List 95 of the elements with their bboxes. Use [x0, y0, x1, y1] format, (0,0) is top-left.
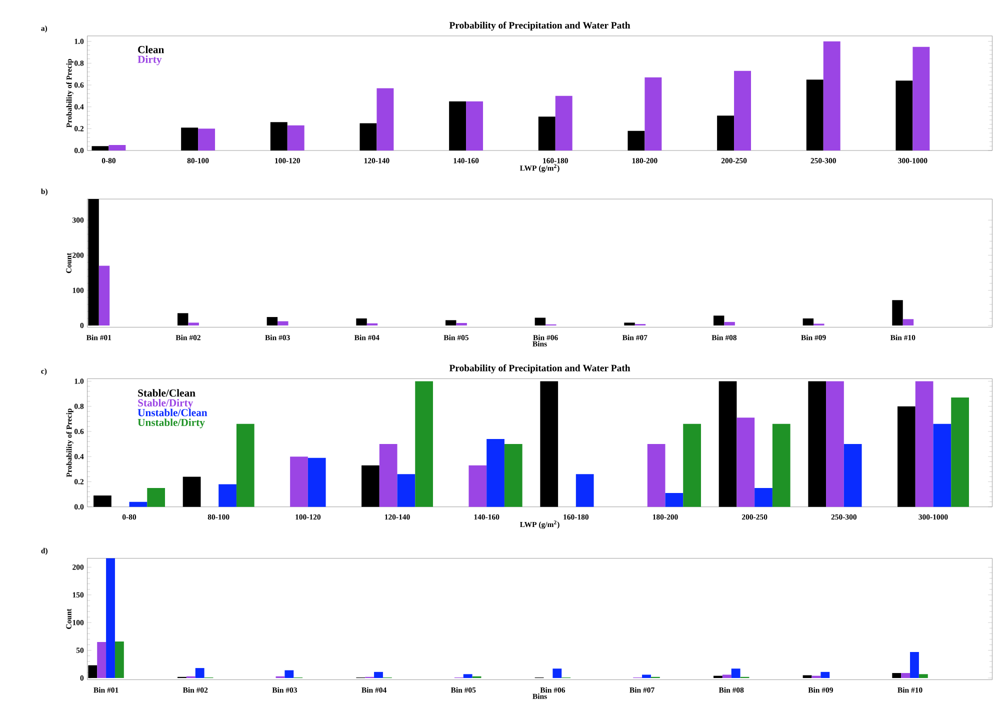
- bar: [951, 398, 969, 507]
- bar: [94, 496, 112, 507]
- bar: [736, 418, 755, 507]
- bar: [360, 123, 377, 151]
- bar: [624, 322, 635, 326]
- bar: [642, 674, 651, 678]
- bar: [182, 476, 201, 507]
- chart-title: Probability of Precipitation and Water Path: [449, 22, 630, 31]
- bar: [552, 668, 562, 678]
- bar: [397, 474, 416, 507]
- bar: [901, 673, 910, 678]
- bar: [644, 77, 662, 151]
- bar: [415, 381, 433, 507]
- bar: [218, 484, 236, 507]
- bar: [195, 668, 204, 678]
- bar: [628, 130, 645, 151]
- bar: [731, 668, 740, 678]
- bar: [445, 320, 456, 326]
- bar: [97, 642, 106, 678]
- bar: [147, 488, 165, 507]
- bar: [918, 674, 928, 678]
- text: Dirty: [138, 56, 162, 66]
- bar: [754, 488, 772, 507]
- bar: [108, 145, 126, 151]
- text: Stable/Dirty: [138, 399, 194, 409]
- bar: [844, 444, 862, 507]
- bar: [892, 300, 903, 326]
- bar: [665, 493, 684, 507]
- bar: [266, 317, 278, 326]
- bar: [270, 122, 288, 151]
- bar: [896, 80, 913, 151]
- bar: [129, 502, 148, 507]
- bar: [504, 444, 522, 507]
- bar: [106, 558, 115, 678]
- bar: [538, 116, 556, 151]
- bar: [933, 424, 952, 507]
- bar: [910, 652, 919, 678]
- bar: [362, 465, 380, 507]
- bar: [456, 323, 467, 326]
- bar: [236, 424, 254, 507]
- bar: [534, 318, 546, 326]
- bar: [902, 319, 914, 326]
- bar: [287, 125, 304, 151]
- bar: [892, 673, 902, 678]
- bar: [356, 318, 367, 326]
- text: Stable/Clean: [138, 389, 196, 397]
- bar: [290, 456, 308, 507]
- bar: [802, 675, 812, 678]
- text: Clean: [138, 46, 164, 54]
- bar: [486, 439, 504, 507]
- bar: [724, 322, 735, 326]
- bar: [912, 46, 930, 151]
- bar: [379, 444, 398, 507]
- bar: [366, 323, 378, 326]
- bar: [806, 80, 824, 151]
- bar: [820, 672, 830, 678]
- bar: [555, 96, 572, 151]
- bar: [540, 381, 558, 507]
- bar: [808, 381, 826, 507]
- bar: [88, 665, 98, 678]
- bar: [683, 424, 701, 507]
- bar: [98, 266, 110, 326]
- bar: [198, 128, 216, 151]
- bar: [772, 424, 790, 507]
- bar: [284, 670, 294, 678]
- bar: [915, 381, 934, 507]
- bar: [463, 674, 472, 678]
- bar: [449, 101, 466, 151]
- bar: [468, 465, 487, 507]
- bar: [898, 406, 916, 507]
- bar: [576, 474, 594, 507]
- bar: [278, 321, 288, 326]
- bar: [722, 674, 732, 678]
- bar: [802, 318, 814, 326]
- bar: [376, 88, 394, 151]
- text: Unstable/Dirty: [138, 418, 205, 428]
- bar: [188, 322, 199, 326]
- chart-title: Probability of Precipitation and Water Path: [449, 364, 630, 374]
- bar: [181, 128, 198, 151]
- bar: [826, 381, 844, 507]
- bar: [718, 381, 737, 507]
- bar: [374, 672, 383, 678]
- bar: [823, 41, 840, 151]
- bar: [114, 642, 124, 678]
- text: Unstable/Clean: [138, 408, 208, 416]
- bar: [178, 313, 188, 326]
- bar: [92, 146, 109, 151]
- bar: [647, 444, 666, 507]
- bar: [88, 199, 99, 326]
- bar: [308, 458, 326, 507]
- bar: [717, 116, 734, 151]
- bar: [734, 70, 752, 151]
- bar: [713, 676, 722, 678]
- bar: [466, 101, 484, 151]
- bar: [713, 316, 724, 326]
